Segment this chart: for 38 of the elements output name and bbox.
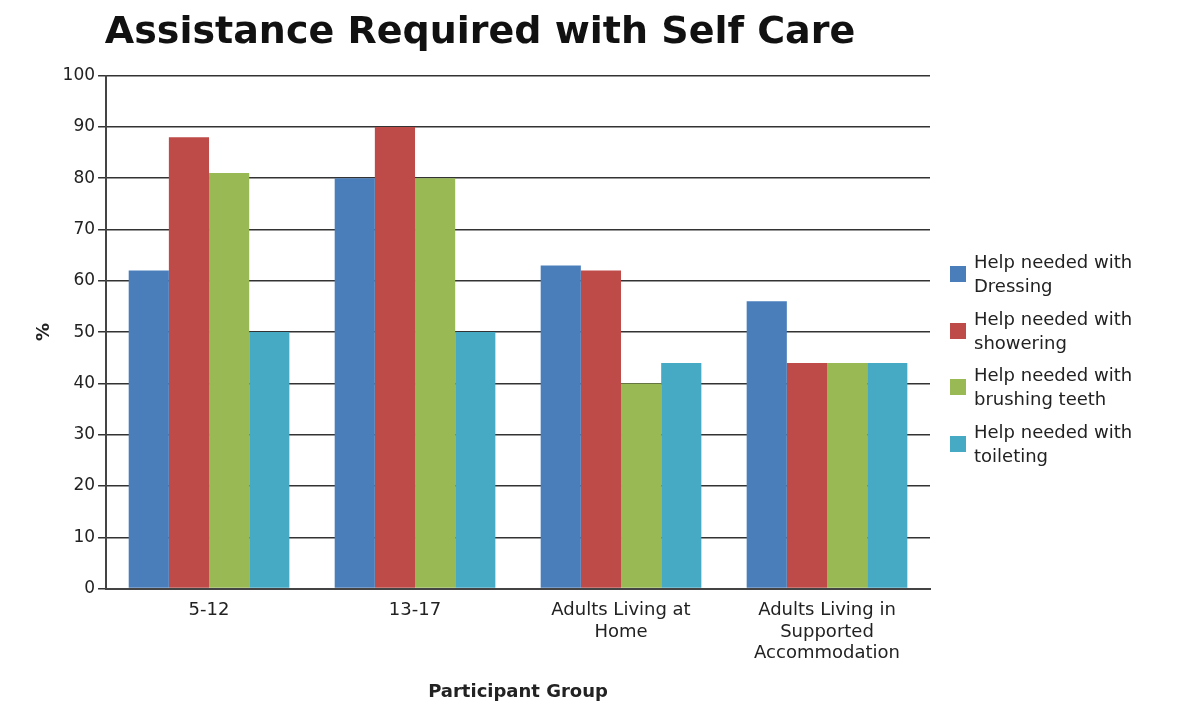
legend-label: Help needed with brushing teeth (974, 363, 1134, 412)
bar (661, 362, 702, 588)
y-tick-label: 10 (73, 525, 96, 546)
y-tick-label: 90 (73, 115, 96, 136)
x-tick-label: 5-12 (188, 598, 230, 620)
bar (580, 270, 622, 588)
y-tick-label: 20 (73, 474, 96, 495)
bar (209, 173, 250, 588)
bar (334, 178, 375, 588)
bar (128, 270, 169, 588)
bar (827, 362, 868, 588)
y-tick-label: 60 (73, 269, 96, 290)
bar (168, 137, 210, 588)
y-tick-label: 70 (73, 217, 96, 238)
legend-label: Help needed with showering (974, 306, 1134, 355)
bar (374, 126, 416, 588)
bar (455, 332, 496, 588)
x-tick-label: Adults Living in Supported Accommodation (754, 598, 900, 663)
bar (249, 332, 290, 588)
bar (746, 301, 787, 588)
y-tick-label: 100 (62, 64, 96, 85)
bar (415, 178, 456, 588)
legend-label: Help needed with toileting (974, 419, 1134, 469)
x-tick-label: Adults Living at Home (551, 598, 691, 641)
legend-label: Help needed with Dressing (974, 250, 1134, 299)
bar (540, 265, 581, 588)
chart-title: Assistance Required with Self Care (104, 7, 856, 52)
x-tick-label: 13-17 (388, 598, 442, 620)
bar (621, 383, 662, 588)
bar (867, 362, 908, 588)
y-tick-label: 80 (73, 166, 96, 187)
y-tick-label: 0 (84, 577, 96, 598)
x-axis-title: Participant Group (428, 679, 609, 701)
y-axis-title: % (32, 323, 54, 342)
bar (786, 362, 828, 588)
y-tick-label: 40 (73, 371, 96, 392)
y-tick-label: 30 (73, 423, 96, 444)
y-tick-label: 50 (73, 320, 96, 341)
